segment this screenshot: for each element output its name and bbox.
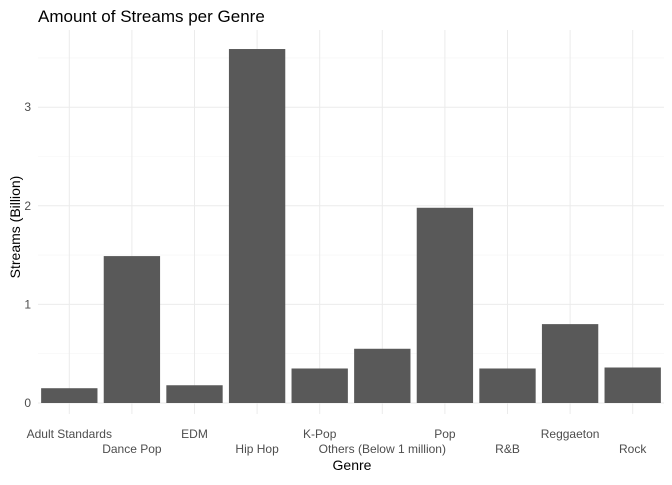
bar-reggaeton [541, 324, 599, 403]
y-tick-label: 1 [24, 297, 31, 311]
y-axis-title: Streams (Billion) [7, 176, 23, 279]
bar-k-pop [291, 368, 348, 403]
chart-title: Amount of Streams per Genre [38, 7, 265, 26]
bar-dance-pop [103, 256, 161, 403]
y-tick-labels: 0 1 2 3 [24, 100, 31, 410]
bar-r-b [479, 368, 536, 403]
bar-edm [166, 385, 223, 403]
x-tick-label: EDM [181, 427, 208, 441]
x-tick-label: Dance Pop [102, 442, 162, 456]
x-tick-label: Pop [434, 427, 456, 441]
y-tick-label: 0 [24, 396, 31, 410]
y-tick-label: 2 [24, 199, 31, 213]
x-tick-label: Reggaeton [541, 427, 600, 441]
x-tick-label: Hip Hop [235, 442, 279, 456]
bars [41, 49, 661, 403]
x-tick-label: Others (Below 1 million) [319, 442, 446, 456]
x-tick-label: Rock [619, 442, 647, 456]
bar-hip-hop [228, 49, 286, 403]
bar-rock [604, 367, 661, 403]
bar-others-below-1-million [354, 348, 411, 403]
y-tick-label: 3 [24, 100, 31, 114]
x-axis-title: Genre [333, 457, 372, 473]
x-tick-label: K-Pop [303, 427, 337, 441]
bar-pop [416, 207, 474, 403]
x-tick-label: Adult Standards [27, 427, 112, 441]
x-tick-label: R&B [495, 442, 520, 456]
bar-adult-standards [41, 388, 98, 403]
